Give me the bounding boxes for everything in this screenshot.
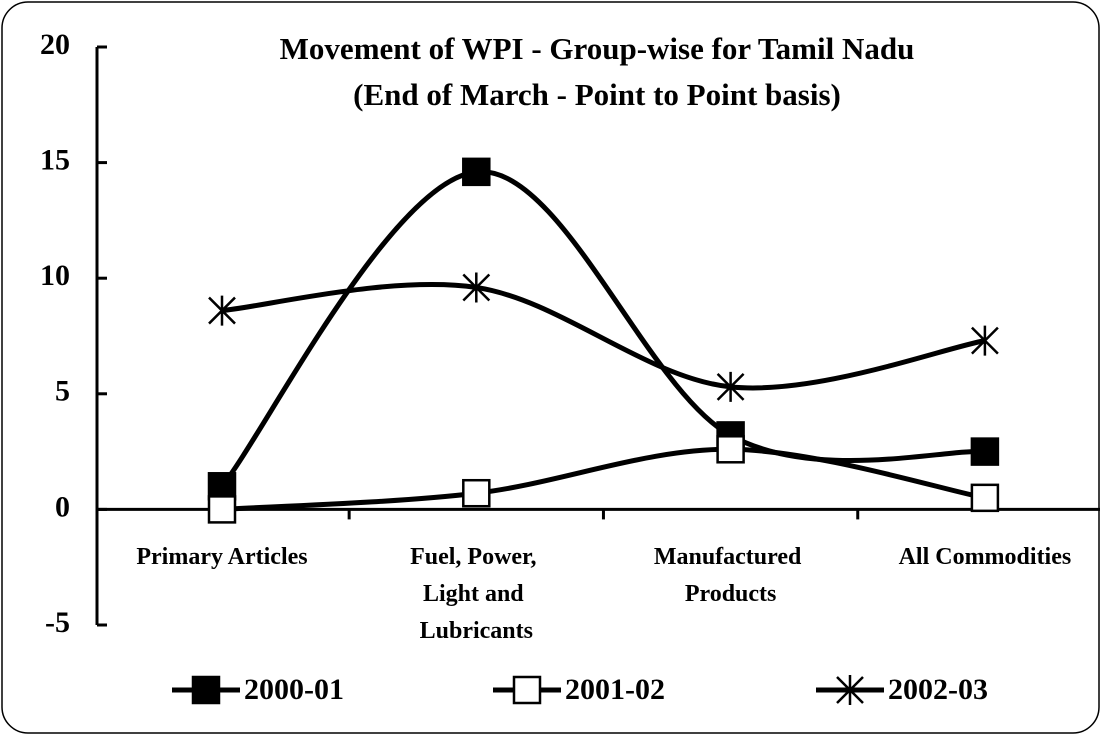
x-tick-label: Primary Articles bbox=[136, 544, 307, 570]
marker bbox=[191, 675, 221, 705]
marker bbox=[462, 157, 491, 187]
y-tick-label: 5 bbox=[55, 375, 70, 408]
series-line bbox=[221, 281, 986, 391]
x-tick-label: Manufactured Products bbox=[654, 544, 808, 607]
y-tick-label: 10 bbox=[40, 259, 70, 292]
marker bbox=[970, 437, 1000, 466]
chart-subtitle: (End of March - Point to Point basis) bbox=[353, 77, 841, 112]
y-tick-label: 0 bbox=[55, 490, 70, 523]
legend-label: 2000-01 bbox=[244, 673, 344, 706]
legend-label: 2001-02 bbox=[565, 673, 665, 706]
marker-stroke bbox=[716, 371, 745, 402]
legend-label: 2002-03 bbox=[888, 673, 988, 706]
marker bbox=[970, 483, 1000, 513]
x-tick-label: All Commodities bbox=[899, 544, 1072, 570]
y-tick-label: 20 bbox=[40, 28, 70, 61]
marker-stroke bbox=[836, 675, 864, 705]
x-tick-label: Fuel, Power, Light and Lubricants bbox=[410, 544, 542, 644]
y-tick-label: 15 bbox=[40, 143, 70, 176]
marker bbox=[716, 435, 745, 464]
marker bbox=[971, 325, 999, 356]
chart-title: Movement of WPI - Group-wise for Tamil N… bbox=[280, 31, 915, 66]
marker bbox=[208, 295, 236, 326]
y-tick-label: -5 bbox=[45, 606, 70, 639]
marker-stroke bbox=[971, 325, 999, 356]
series-line bbox=[221, 446, 986, 512]
marker bbox=[462, 478, 491, 508]
marker bbox=[716, 371, 745, 402]
marker bbox=[207, 472, 237, 501]
marker-stroke bbox=[208, 295, 236, 326]
marker bbox=[462, 272, 491, 303]
series-line bbox=[220, 169, 986, 488]
marker bbox=[207, 495, 237, 524]
marker bbox=[836, 675, 864, 705]
marker bbox=[512, 675, 542, 705]
marker-stroke bbox=[462, 272, 491, 303]
